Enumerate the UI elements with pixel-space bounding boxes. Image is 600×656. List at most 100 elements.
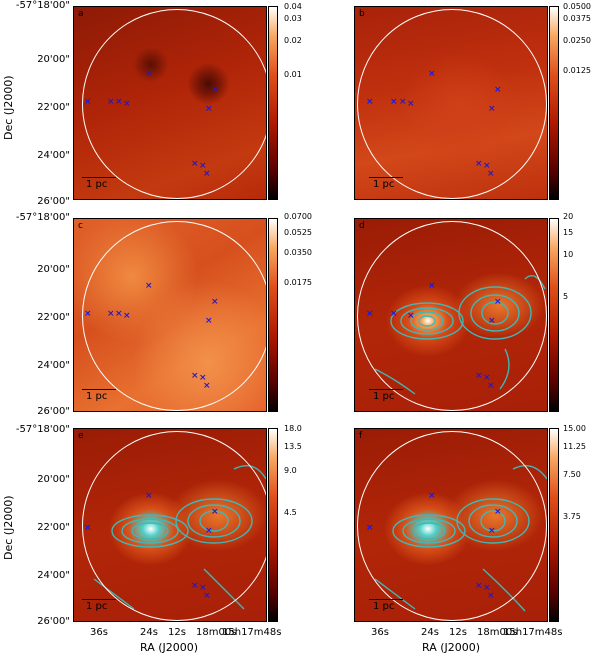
aperture-circle	[357, 431, 547, 621]
ra-tick: 15h17m48s	[503, 627, 563, 638]
panel-tag: b	[359, 9, 365, 19]
source-marker: ×	[205, 104, 213, 114]
source-marker: ×	[145, 69, 153, 79]
source-marker: ×	[494, 85, 502, 95]
colorbar-b	[549, 6, 559, 200]
colorbar-tick: 0.0525	[284, 228, 312, 237]
dec-tick: 24'00"	[37, 150, 70, 161]
source-marker: ×	[487, 381, 495, 391]
ra-axis-label: RA (J2000)	[140, 641, 199, 654]
source-marker: ×	[488, 104, 496, 114]
scale-label: 1 pc	[86, 179, 108, 190]
colorbar-tick: 0.0375	[563, 14, 591, 23]
colorbar-tick: 0.03	[284, 14, 302, 23]
ra-tick: 36s	[90, 627, 108, 638]
source-marker: ×	[494, 297, 502, 307]
colorbar-d	[549, 218, 559, 412]
ra-tick: 15h17m48s	[222, 627, 282, 638]
aperture-circle	[82, 431, 266, 621]
colorbar-tick: 20	[563, 212, 574, 221]
source-marker: ×	[483, 373, 491, 383]
source-marker: ×	[390, 97, 398, 107]
colorbar-tick: 7.50	[563, 470, 581, 479]
source-marker: ×	[483, 583, 491, 593]
panel-tag: e	[78, 431, 84, 441]
source-marker: ×	[483, 161, 491, 171]
colorbar-a	[268, 6, 278, 200]
colorbar-tick: 0.0350	[284, 248, 312, 257]
source-marker: ×	[428, 281, 436, 291]
ra-tick: 24s	[140, 627, 158, 638]
scale-bar	[82, 599, 116, 600]
map-image-e: e 1 pc × × × × × × ×	[73, 428, 267, 622]
source-marker: ×	[203, 591, 211, 601]
ra-axis-label: RA (J2000)	[422, 641, 481, 654]
dec-tick: 20'00"	[37, 474, 70, 485]
dec-tick: -57°18'00"	[15, 212, 70, 223]
colorbar-tick: 0.0175	[284, 278, 312, 287]
colorbar-tick: 10	[563, 250, 574, 259]
source-marker: ×	[191, 371, 199, 381]
source-marker: ×	[366, 523, 374, 533]
dec-tick: 24'00"	[37, 360, 70, 371]
source-marker: ×	[199, 583, 207, 593]
panel-tag: d	[359, 221, 365, 231]
dec-tick: 24'00"	[37, 570, 70, 581]
dec-tick: 20'00"	[37, 264, 70, 275]
colorbar-c	[268, 218, 278, 412]
source-marker: ×	[366, 97, 374, 107]
scale-bar	[82, 177, 116, 178]
scale-label: 1 pc	[373, 601, 395, 612]
source-marker: ×	[123, 311, 131, 321]
scale-bar	[82, 389, 116, 390]
scale-label: 1 pc	[373, 179, 395, 190]
source-marker: ×	[488, 526, 496, 536]
dec-tick: -57°18'00"	[15, 0, 70, 11]
dec-tick: 22'00"	[37, 312, 70, 323]
aperture-circle	[357, 221, 547, 411]
source-marker: ×	[475, 581, 483, 591]
source-marker: ×	[199, 161, 207, 171]
ra-tick: 12s	[449, 627, 467, 638]
source-marker: ×	[488, 316, 496, 326]
ra-tick: 12s	[168, 627, 186, 638]
source-marker: ×	[475, 371, 483, 381]
source-marker: ×	[84, 523, 92, 533]
colorbar-tick: 0.02	[284, 36, 302, 45]
colorbar-f	[549, 428, 559, 622]
source-marker: ×	[428, 491, 436, 501]
map-image-b: b 1 pc × × × × × × × × × ×	[354, 6, 548, 200]
colorbar-tick: 5	[563, 292, 569, 301]
source-marker: ×	[366, 309, 374, 319]
source-marker: ×	[428, 69, 436, 79]
colorbar-tick: 11.25	[563, 442, 586, 451]
dec-tick: 22'00"	[37, 102, 70, 113]
ra-tick: 24s	[421, 627, 439, 638]
source-marker: ×	[145, 491, 153, 501]
source-marker: ×	[211, 297, 219, 307]
source-marker: ×	[407, 99, 415, 109]
colorbar-tick: 13.5	[284, 442, 302, 451]
source-marker: ×	[407, 311, 415, 321]
dec-tick: -57°18'00"	[15, 424, 70, 435]
source-marker: ×	[205, 316, 213, 326]
scale-label: 1 pc	[373, 391, 395, 402]
colorbar-tick: 9.0	[284, 466, 297, 475]
panel-tag: c	[78, 221, 83, 231]
colorbar-tick: 3.75	[563, 512, 581, 521]
scale-bar	[369, 599, 403, 600]
source-marker: ×	[145, 281, 153, 291]
ra-tick: 36s	[371, 627, 389, 638]
colorbar-e	[268, 428, 278, 622]
source-marker: ×	[191, 581, 199, 591]
map-image-c: c 1 pc × × × × × × × × × ×	[73, 218, 267, 412]
source-marker: ×	[84, 97, 92, 107]
aperture-circle	[357, 9, 547, 199]
source-marker: ×	[475, 159, 483, 169]
dec-tick: 26'00"	[37, 616, 70, 627]
dec-axis-label: Dec (J2000)	[2, 75, 15, 140]
colorbar-tick: 0.0700	[284, 212, 312, 221]
ra-tick: 18m00s	[196, 627, 237, 638]
map-image-f: f 1 pc × × × × × × ×	[354, 428, 548, 622]
source-marker: ×	[107, 309, 115, 319]
